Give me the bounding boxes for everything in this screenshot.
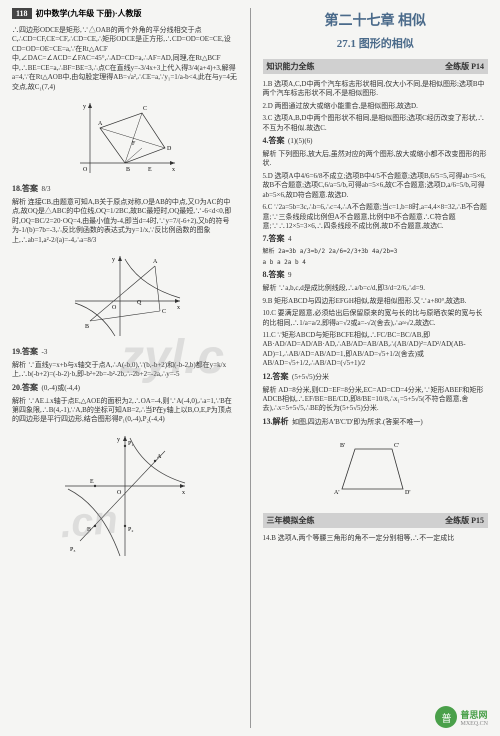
svg-text:Q: Q bbox=[137, 300, 142, 306]
item-8-label: 8.答案 bbox=[263, 270, 285, 279]
svg-text:P₂: P₂ bbox=[128, 527, 133, 533]
band-knowledge: 知识能力全练 全练版 P14 bbox=[263, 59, 489, 74]
band-knowledge-label: 知识能力全练 bbox=[267, 61, 315, 72]
svg-text:O: O bbox=[112, 305, 117, 311]
item-13: 13.解析 如图,四边形A'B'C'D'即为所求.(答案不唯一) bbox=[263, 417, 489, 428]
item-6: 6.C ∵2a=5b=3c,∴b=6,∴c=4,∴A不合题意;当c=1,b=8时… bbox=[263, 203, 489, 231]
column-divider bbox=[250, 8, 251, 728]
logo-name: 普思网 bbox=[460, 708, 488, 721]
item-10: 10.C 要满足题意,必须给出后保留原来的宽与长的比与原晒衣架的宽与长的比相同,… bbox=[263, 309, 489, 328]
answer-18-label: 18.答案 bbox=[12, 184, 38, 193]
svg-text:E: E bbox=[90, 479, 94, 485]
svg-text:C': C' bbox=[394, 443, 399, 449]
solution-18: 解析 连接CB,由题意可知A,B关于原点对称,O是AB的中点,又O为AC的中点,… bbox=[12, 198, 238, 245]
item-7: 7.答案 4 bbox=[263, 234, 489, 245]
item-4-sol: 解析 下列图形,放大后,虽然对应的两个图形,放大或缩小都不改变图形的形状. bbox=[263, 150, 489, 169]
item-7-expr: 解析 2a=3b a/3=b/2 2a/6=2/3+3b 4a/2b=3 bbox=[263, 248, 489, 256]
answer-18: 18.答案 8/3 bbox=[12, 184, 238, 195]
figure-3: O A B E P₁ P₂ P₃ x y bbox=[12, 431, 238, 561]
band-knowledge-page: 全练版 P14 bbox=[445, 61, 484, 72]
band-sim-page: 全练版 P15 bbox=[445, 515, 484, 526]
svg-text:O: O bbox=[117, 490, 122, 496]
logo-icon: 普 bbox=[435, 706, 457, 728]
answer-20-value: (0,-4)或(-4,4) bbox=[42, 384, 81, 392]
item-12-value: (5+5√5)分米 bbox=[292, 373, 329, 381]
page-number: 118 bbox=[12, 8, 32, 19]
svg-text:B: B bbox=[126, 167, 130, 173]
item-14: 14.B 选项A,两个等腰三角形的角不一定分别相等,∴不一定成比 bbox=[263, 534, 489, 543]
item-7-cont: a b a 2a b 4 bbox=[263, 259, 489, 267]
item-2: 2.D 两图通过放大或缩小能重合,是相似图形,故选D. bbox=[263, 102, 489, 111]
svg-text:B: B bbox=[87, 527, 91, 533]
svg-text:x: x bbox=[177, 305, 180, 311]
figure-2: O A B C Q x y bbox=[12, 251, 238, 341]
solution-19: 解析 ∵直线y=x+b与x轴交于点A,∴A(-b,0),∵(b,-b+2)和(-… bbox=[12, 361, 238, 380]
svg-text:y: y bbox=[117, 437, 120, 443]
svg-text:A: A bbox=[157, 454, 162, 460]
svg-text:A: A bbox=[98, 121, 103, 127]
item-12-label: 12.答案 bbox=[263, 372, 289, 381]
answer-19-label: 19.答案 bbox=[12, 347, 38, 356]
svg-text:E: E bbox=[148, 167, 152, 173]
answer-18-value: 8/3 bbox=[42, 185, 51, 193]
svg-text:B': B' bbox=[340, 443, 345, 449]
answer-19-value: -3 bbox=[42, 348, 48, 356]
item-9: 9.B 矩形ABCD与四边形EFGH相似,故是相似图形.又∵a+80°,故选B. bbox=[263, 297, 489, 306]
item-13-value: 如图,四边形A'B'C'D'即为所求.(答案不唯一) bbox=[292, 418, 423, 426]
item-5: 5.D 选项A中4/6=6/8不成立;选项B中4/5不合题意;选项B,6/5=5… bbox=[263, 172, 489, 200]
svg-text:P₁: P₁ bbox=[128, 441, 133, 447]
svg-text:x: x bbox=[172, 167, 175, 173]
band-simulation: 三年模拟全练 全练版 P15 bbox=[263, 513, 489, 528]
svg-text:y: y bbox=[83, 104, 86, 110]
section-title: 27.1 图形的相似 bbox=[263, 35, 489, 51]
item-7-value: 4 bbox=[288, 235, 292, 243]
svg-text:D: D bbox=[167, 146, 172, 152]
svg-text:A: A bbox=[153, 259, 158, 265]
item-11: 11.C ∵矩形ABCD与矩形BCFE相似,∴FC/BC=BC/AB,即AB·A… bbox=[263, 331, 489, 369]
logo-url: MXEQ.CN bbox=[460, 721, 488, 727]
item-8-value: 9 bbox=[288, 271, 292, 279]
band-sim-label: 三年模拟全练 bbox=[267, 515, 315, 526]
item-4-value: (1)(5)(6) bbox=[288, 137, 313, 145]
item-7-label: 7.答案 bbox=[263, 234, 285, 243]
item-12-sol: 解析 AD=8分米,则CD=EF=8分米,EC=AD=CD=4分米,∵矩形ABE… bbox=[263, 386, 489, 414]
svg-text:O: O bbox=[83, 167, 88, 173]
svg-text:P₃: P₃ bbox=[70, 547, 75, 553]
solution-20: 解析 ∵AE⊥x轴于点E,△AOE的面积为2,∴OA=-4,则∵A(-4,0),… bbox=[12, 397, 238, 425]
item-4-label: 4.答案 bbox=[263, 136, 285, 145]
svg-text:A': A' bbox=[334, 490, 339, 496]
page-header: 118 初中数学(九年级 下册)·人教版 bbox=[12, 8, 238, 19]
svg-text:D': D' bbox=[405, 490, 410, 496]
solution-paragraph-1: ∴四边形ODCE是矩形,∵△OAB的两个外角的平分线相交于点C,∴CD=CF,C… bbox=[12, 26, 238, 92]
book-title: 初中数学(九年级 下册)·人教版 bbox=[36, 8, 142, 19]
item-1: 1.B 选项A,C,D中两个汽车标志形状相同,仅大小不同,是相似图形;选项B中两… bbox=[263, 80, 489, 99]
item-4: 4.答案 (1)(5)(6) bbox=[263, 136, 489, 147]
svg-text:x: x bbox=[182, 490, 185, 496]
answer-20-label: 20.答案 bbox=[12, 383, 38, 392]
svg-text:C: C bbox=[143, 106, 147, 112]
item-8: 8.答案 9 bbox=[263, 270, 489, 281]
answer-19: 19.答案 -3 bbox=[12, 347, 238, 358]
chapter-title: 第二十七章 相似 bbox=[263, 10, 489, 30]
svg-text:y: y bbox=[112, 257, 115, 263]
site-logo: 普 普思网 MXEQ.CN bbox=[435, 706, 488, 728]
figure-4: B' C' D' A' bbox=[263, 434, 489, 504]
item-12: 12.答案 (5+5√5)分米 bbox=[263, 372, 489, 383]
svg-text:C: C bbox=[162, 309, 166, 315]
answer-20: 20.答案 (0,-4)或(-4,4) bbox=[12, 383, 238, 394]
item-3: 3.C 选项A,B,D中两个图形状不相同,是相似图形;选项C经历改变了形状,∴不… bbox=[263, 114, 489, 133]
item-8-sol: 解析 ∵a,b,c,d是成比例线段,∴a/b=c/d,即3/d=2/6,∴d=9… bbox=[263, 284, 489, 293]
item-13-label: 13.解析 bbox=[263, 417, 289, 426]
svg-text:B: B bbox=[85, 324, 89, 330]
figure-1: O A B C D E F x y bbox=[12, 98, 238, 178]
svg-text:F: F bbox=[132, 141, 136, 147]
